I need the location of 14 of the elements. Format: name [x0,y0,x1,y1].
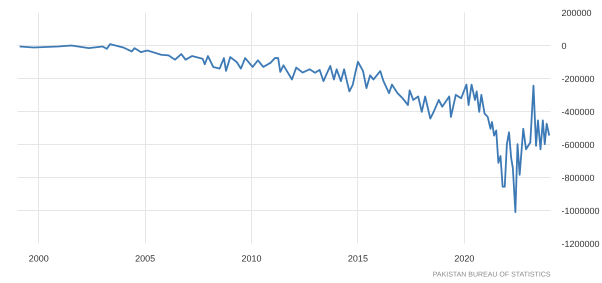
y-tick-label: 0 [562,41,567,51]
y-tick-label: -600000 [562,140,595,150]
y-tick-label: -800000 [562,173,595,183]
x-tick-label: 2020 [454,254,474,264]
x-tick-label: 2015 [348,254,368,264]
y-tick-label: -1000000 [562,206,600,216]
y-tick-label: -200000 [562,74,595,84]
y-tick-label: -1200000 [562,239,600,249]
line-series [18,43,550,214]
y-tick-label: 200000 [562,8,592,18]
x-tick-label: 2010 [242,254,262,264]
x-tick-label: 2000 [28,254,49,264]
x-tick-label: 2005 [135,254,156,264]
y-tick-label: -400000 [562,107,595,117]
